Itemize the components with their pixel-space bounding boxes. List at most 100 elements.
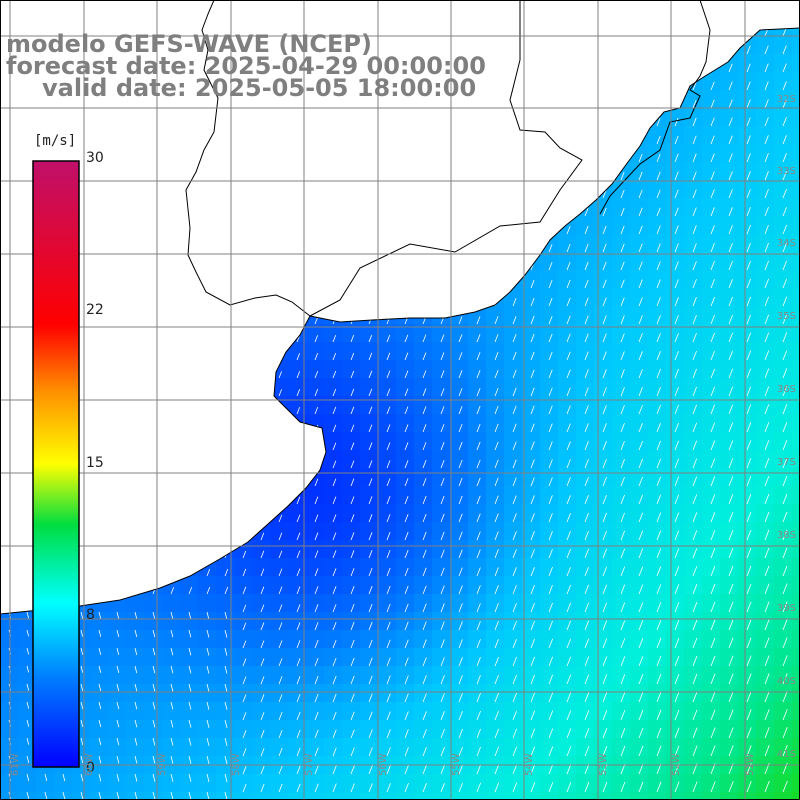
wind-cell <box>360 576 378 594</box>
wind-cell <box>702 72 720 90</box>
wind-arrow <box>602 781 608 793</box>
wind-arrow <box>224 611 228 620</box>
wind-cell <box>378 774 396 792</box>
wind-cell <box>108 738 126 756</box>
wind-cell <box>378 540 396 558</box>
wind-arrow <box>620 405 625 415</box>
wind-arrow <box>476 621 481 631</box>
wind-cell <box>612 234 630 252</box>
wind-cell <box>684 414 702 432</box>
wind-arrow <box>584 315 589 325</box>
wind-arrow <box>332 729 337 739</box>
wind-arrow <box>674 350 679 361</box>
wind-arrow <box>494 423 499 433</box>
wind-arrow <box>440 657 445 667</box>
wind-arrow <box>746 350 752 361</box>
wind-cell <box>270 774 288 792</box>
wind-cell <box>378 666 396 684</box>
wind-arrow <box>566 638 572 649</box>
wind-arrow <box>296 532 301 541</box>
wind-arrow <box>602 441 607 451</box>
wind-arrow <box>404 711 409 721</box>
wind-cell <box>774 72 792 90</box>
wind-arrow <box>296 604 301 613</box>
wind-arrow <box>782 619 788 631</box>
wind-arrow <box>548 566 553 577</box>
wind-arrow <box>728 583 734 595</box>
wind-arrow <box>674 153 679 163</box>
wind-cell <box>684 612 702 630</box>
wind-arrow <box>206 791 210 800</box>
wind-cell <box>324 612 342 630</box>
wind-cell <box>792 630 800 648</box>
wind-cell <box>180 612 198 630</box>
wind-cell <box>450 486 468 504</box>
wind-cell <box>558 234 576 252</box>
wind-arrow <box>224 568 229 577</box>
wind-cell <box>774 108 792 126</box>
wind-arrow <box>206 719 210 728</box>
wind-cell <box>180 738 198 756</box>
wind-cell <box>792 414 800 432</box>
wind-cell <box>576 450 594 468</box>
wind-cell <box>522 648 540 666</box>
wind-arrow <box>728 171 733 181</box>
wind-cell <box>738 54 756 72</box>
wind-arrow <box>404 496 409 505</box>
wind-arrow <box>242 712 247 721</box>
wind-cell <box>270 792 288 800</box>
wind-cell <box>720 684 738 702</box>
wind-cell <box>558 270 576 288</box>
wind-arrow <box>692 297 697 307</box>
wind-arrow <box>188 665 192 674</box>
wind-cell <box>792 162 800 180</box>
wind-cell <box>288 540 306 558</box>
wind-arrow <box>656 494 662 505</box>
wind-arrow <box>386 549 391 559</box>
wind-arrow <box>548 638 554 649</box>
wind-cell <box>684 180 702 198</box>
wind-cell <box>702 684 720 702</box>
wind-cell <box>576 630 594 648</box>
wind-cell <box>756 90 774 108</box>
wind-cell <box>702 540 720 558</box>
wind-arrow <box>26 683 30 691</box>
wind-cell <box>684 468 702 486</box>
wind-arrow <box>476 441 481 451</box>
wind-cell <box>18 648 36 666</box>
wind-cell <box>756 378 774 396</box>
wind-cell <box>792 738 800 756</box>
wind-arrow <box>296 514 301 523</box>
wind-arrow <box>296 747 301 757</box>
wind-arrow <box>530 280 535 289</box>
wind-arrow <box>260 604 265 613</box>
wind-arrow <box>602 279 607 289</box>
wind-cell <box>486 738 504 756</box>
wind-arrow <box>584 602 590 613</box>
wind-arrow <box>710 727 716 739</box>
wind-cell <box>756 738 774 756</box>
wind-arrow <box>116 647 120 656</box>
wind-cell <box>684 198 702 216</box>
wind-cell <box>558 738 576 756</box>
wind-cell <box>558 792 576 800</box>
wind-arrow <box>764 440 770 451</box>
wind-arrow <box>782 637 788 649</box>
wind-cell <box>144 666 162 684</box>
wind-cell <box>738 144 756 162</box>
wind-cell <box>792 144 800 162</box>
wind-arrow <box>134 611 138 620</box>
wind-arrow <box>350 765 355 775</box>
wind-arrow <box>710 691 716 703</box>
wind-cell <box>540 702 558 720</box>
wind-arrow <box>188 611 192 620</box>
wind-arrow <box>350 460 355 469</box>
wind-cell <box>144 774 162 792</box>
wind-arrow <box>404 513 409 523</box>
wind-arrow <box>422 477 427 487</box>
wind-cell <box>180 648 198 666</box>
wind-cell <box>720 90 738 108</box>
wind-cell <box>702 792 720 800</box>
wind-arrow <box>512 746 518 757</box>
wind-arrow <box>512 298 517 307</box>
